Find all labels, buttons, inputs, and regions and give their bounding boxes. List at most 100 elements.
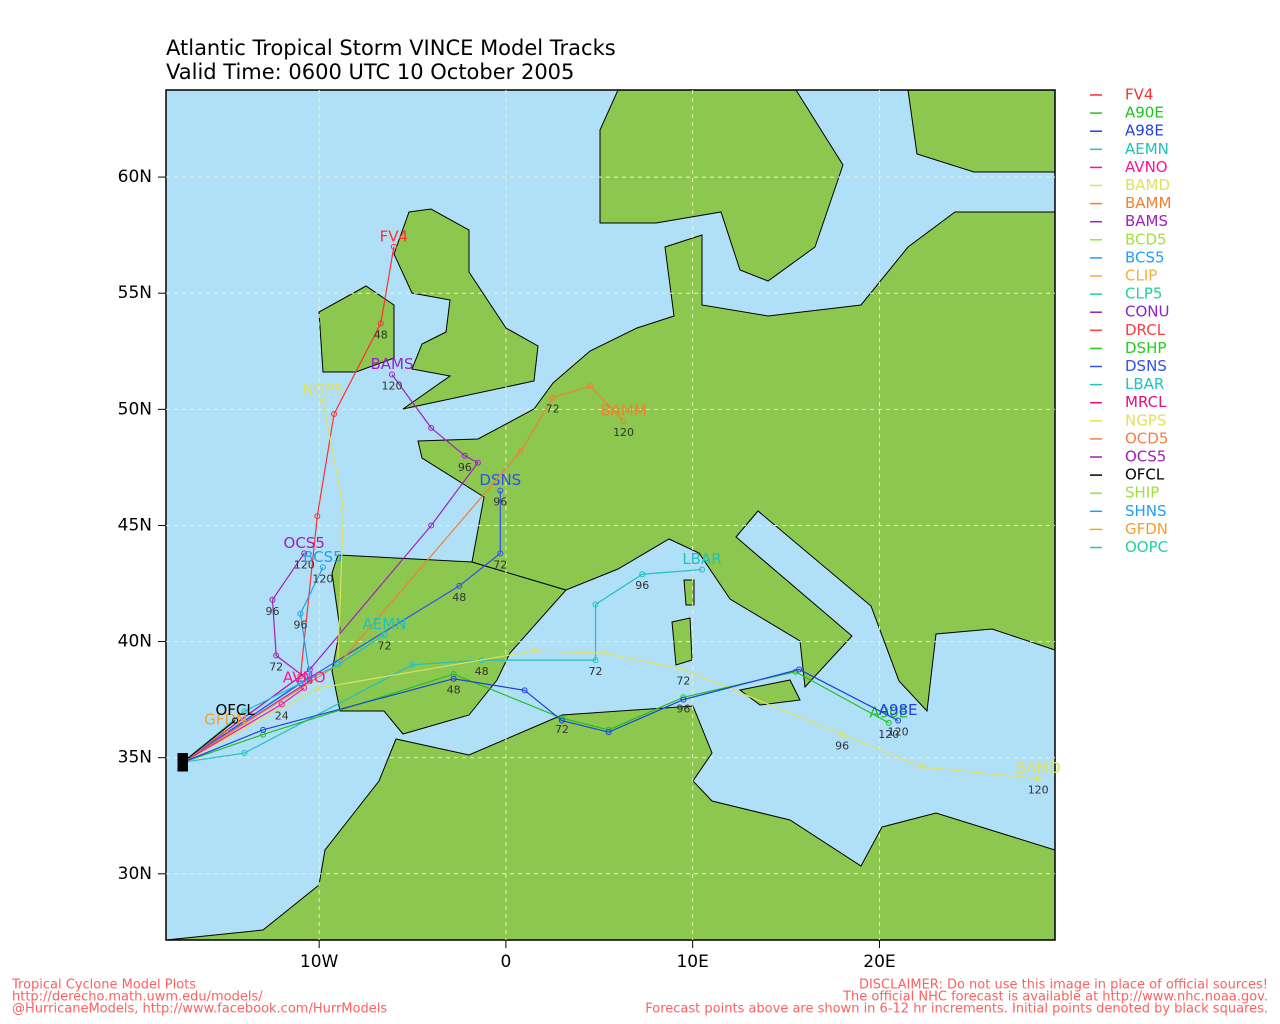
title: Atlantic Tropical Storm VINCE Model Trac… bbox=[166, 36, 616, 60]
legend-label: LBAR bbox=[1125, 375, 1164, 393]
hour-label: 72 bbox=[589, 665, 603, 678]
track-label: AEMN bbox=[363, 615, 407, 633]
track-label: FV4 bbox=[380, 227, 408, 245]
track-label: BAMD bbox=[1016, 759, 1061, 777]
lon-tick-label: 20E bbox=[863, 952, 895, 972]
legend-label: GFDN bbox=[1125, 520, 1168, 538]
hour-label: 120 bbox=[888, 726, 909, 739]
track-line bbox=[182, 687, 305, 763]
legend-label: OCD5 bbox=[1125, 429, 1168, 447]
track-point bbox=[301, 550, 308, 557]
lat-tick-label: 50N bbox=[118, 399, 152, 419]
track-point bbox=[377, 320, 384, 327]
hour-label: 96 bbox=[458, 461, 472, 474]
track-label: A90E bbox=[869, 703, 908, 721]
legend-label: SHNS bbox=[1125, 502, 1167, 520]
track-point bbox=[319, 397, 326, 404]
footer-right: The official NHC forecast is available a… bbox=[842, 990, 1268, 1005]
track-point bbox=[409, 661, 416, 668]
land bbox=[165, 89, 1056, 941]
track-point bbox=[241, 750, 248, 757]
track-point bbox=[839, 731, 846, 738]
track-point bbox=[450, 675, 457, 682]
track-line bbox=[182, 650, 1039, 780]
hour-label: 120 bbox=[1028, 784, 1049, 797]
track-point bbox=[620, 417, 627, 424]
hour-label: 120 bbox=[294, 558, 315, 571]
footer-left: Tropical Cyclone Model Plots bbox=[11, 978, 196, 993]
legend-label: FV4 bbox=[1125, 86, 1153, 104]
hour-label: 48 bbox=[374, 328, 388, 341]
legend-label: OFCL bbox=[1125, 466, 1165, 484]
hour-label: 72 bbox=[555, 723, 569, 736]
legend-label: BAMD bbox=[1125, 176, 1170, 194]
track-label: LBAR bbox=[682, 550, 721, 568]
legend-label: NGPS bbox=[1125, 411, 1166, 429]
hour-label: 96 bbox=[493, 496, 507, 509]
track-point bbox=[390, 243, 397, 250]
track-point bbox=[241, 708, 248, 715]
track-point bbox=[297, 610, 304, 617]
track-point bbox=[388, 371, 395, 378]
legend-label: BCD5 bbox=[1125, 230, 1167, 248]
track-point bbox=[895, 717, 902, 724]
track-line bbox=[182, 385, 625, 763]
track-line bbox=[182, 552, 311, 763]
initial-point bbox=[177, 753, 188, 772]
track-point bbox=[558, 717, 565, 724]
legend-label: AVNO bbox=[1125, 158, 1168, 176]
hour-label: 48 bbox=[447, 684, 461, 697]
hour-label: 96 bbox=[835, 739, 849, 752]
track-line bbox=[182, 490, 501, 763]
legend-label: CLP5 bbox=[1125, 285, 1162, 303]
lon-tick-label: 10E bbox=[676, 952, 708, 972]
track-point bbox=[316, 685, 323, 692]
track-point bbox=[278, 701, 285, 708]
track-point bbox=[680, 696, 687, 703]
footer-left: @HurricaneModels, http://www.facebook.co… bbox=[12, 1002, 387, 1017]
legend-label: DSHP bbox=[1125, 339, 1166, 357]
hour-label: 96 bbox=[293, 619, 307, 632]
track-point bbox=[592, 657, 599, 664]
track-label: AVNO bbox=[283, 669, 326, 687]
legend-label: SHIP bbox=[1125, 484, 1159, 502]
legend-label: BCS5 bbox=[1125, 248, 1165, 266]
track-label: GFDN bbox=[204, 710, 247, 728]
legend-label: BAMM bbox=[1125, 194, 1171, 212]
track-point bbox=[639, 571, 646, 578]
track-point bbox=[885, 719, 892, 726]
legend-label: AEMN bbox=[1125, 140, 1169, 158]
hour-label: 96 bbox=[676, 702, 690, 715]
track-point bbox=[314, 513, 321, 520]
lat-tick-label: 60N bbox=[118, 167, 152, 187]
hour-label: 96 bbox=[635, 579, 649, 592]
track-point bbox=[297, 680, 304, 687]
track-point bbox=[919, 763, 926, 770]
lat-tick-label: 40N bbox=[118, 632, 152, 652]
track-label: BAMM bbox=[600, 401, 646, 419]
track-label: BAMS bbox=[370, 355, 413, 373]
track-point bbox=[517, 448, 524, 455]
lon-tick-label: 0 bbox=[500, 952, 511, 972]
track-point bbox=[605, 729, 612, 736]
track-line bbox=[182, 720, 236, 763]
track-point bbox=[601, 650, 608, 657]
track-point bbox=[381, 631, 388, 638]
hour-label: 120 bbox=[878, 728, 899, 741]
track-label: OCS5 bbox=[284, 534, 325, 552]
track-point bbox=[796, 666, 803, 673]
track-label: BCS5 bbox=[303, 548, 343, 566]
track-label: A98E bbox=[879, 701, 918, 719]
track-point bbox=[273, 652, 280, 659]
hour-label: 120 bbox=[613, 426, 634, 439]
track-point bbox=[232, 717, 239, 724]
track-point bbox=[497, 550, 504, 557]
hour-label: 120 bbox=[381, 379, 402, 392]
track-point bbox=[680, 666, 687, 673]
track-point bbox=[592, 601, 599, 608]
hour-label: 120 bbox=[312, 572, 333, 585]
hour-label: 96 bbox=[265, 605, 279, 618]
subtitle: Valid Time: 0600 UTC 10 October 2005 bbox=[166, 60, 574, 84]
map-frame bbox=[165, 89, 1056, 941]
track-line bbox=[182, 568, 703, 763]
